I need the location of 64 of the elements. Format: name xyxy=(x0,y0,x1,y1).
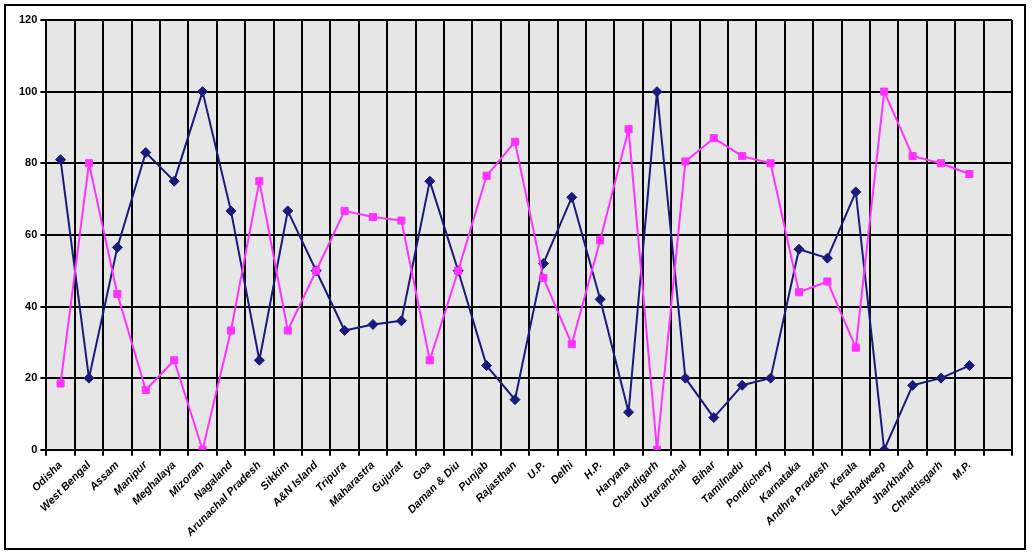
point xyxy=(368,212,377,222)
point xyxy=(907,379,919,391)
point xyxy=(709,134,718,143)
point xyxy=(425,356,434,365)
point xyxy=(880,87,889,96)
point xyxy=(596,236,605,245)
y-tick-label: 20 xyxy=(25,371,38,384)
y-tick-label: 40 xyxy=(25,299,38,312)
point xyxy=(509,394,521,406)
point xyxy=(170,356,179,365)
point xyxy=(84,159,93,168)
point xyxy=(681,157,690,166)
y-tick-label: 120 xyxy=(18,13,38,26)
point xyxy=(340,206,349,215)
point xyxy=(226,326,235,335)
point xyxy=(282,205,294,217)
y-tick-label: 80 xyxy=(25,156,38,169)
point xyxy=(963,360,975,372)
point xyxy=(225,205,237,217)
point xyxy=(736,379,748,391)
point xyxy=(141,385,150,394)
point xyxy=(765,372,777,384)
x-tick-label: M.P. xyxy=(949,458,973,482)
point xyxy=(367,318,379,330)
point xyxy=(56,379,65,388)
point xyxy=(113,289,122,299)
point xyxy=(566,191,578,203)
point xyxy=(594,293,606,305)
y-tick-label: 0 xyxy=(31,442,38,455)
point xyxy=(397,216,406,225)
point xyxy=(793,243,805,255)
x-tick-label: Goa xyxy=(409,458,434,483)
point xyxy=(821,252,833,264)
point xyxy=(395,315,407,327)
point xyxy=(255,177,264,186)
point xyxy=(794,288,804,297)
point xyxy=(140,147,152,159)
point xyxy=(55,154,67,166)
point xyxy=(766,159,775,168)
point xyxy=(168,175,180,187)
point xyxy=(481,360,493,372)
y-tick-label: 60 xyxy=(25,227,38,240)
point xyxy=(823,277,832,286)
point xyxy=(851,343,860,352)
y-tick-label: 100 xyxy=(18,84,38,97)
point xyxy=(708,412,720,424)
point xyxy=(424,175,436,187)
point xyxy=(624,125,633,134)
point xyxy=(965,169,974,179)
point xyxy=(482,171,491,180)
point xyxy=(936,159,946,168)
point xyxy=(908,152,917,161)
point xyxy=(339,325,351,337)
point xyxy=(935,372,947,384)
point xyxy=(197,86,209,98)
point xyxy=(850,186,862,198)
point xyxy=(111,241,123,253)
x-tick-label: U.P. xyxy=(524,458,547,482)
point xyxy=(679,372,691,384)
point xyxy=(539,273,548,282)
point xyxy=(567,340,576,349)
point xyxy=(738,152,747,161)
point xyxy=(283,326,292,335)
point xyxy=(510,137,520,146)
